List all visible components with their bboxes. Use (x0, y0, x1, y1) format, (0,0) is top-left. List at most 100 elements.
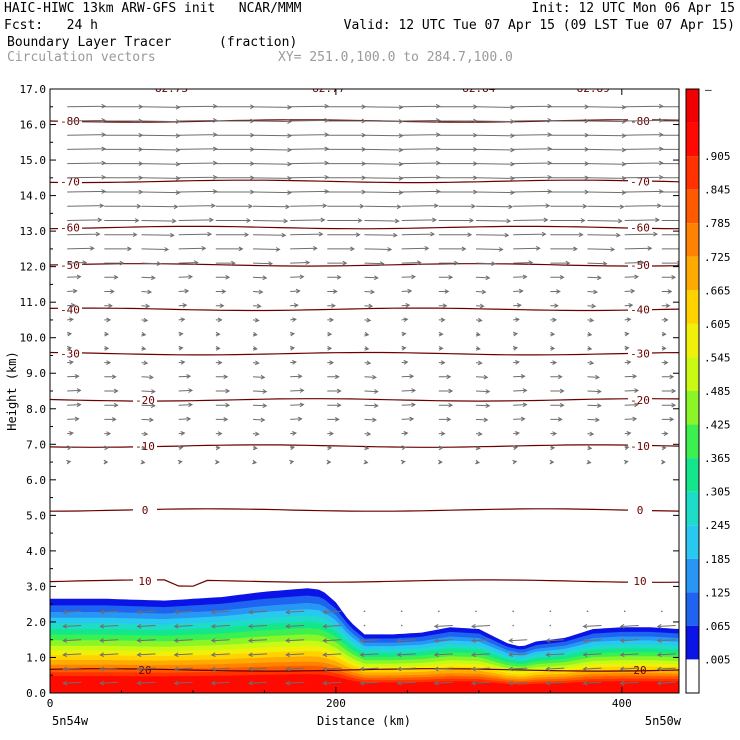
wind-vector (475, 317, 483, 323)
y-tick-label: 3.0 (26, 580, 46, 593)
wind-vector (104, 445, 110, 451)
wind-vector (550, 147, 590, 152)
wind-vector (624, 160, 664, 166)
wind-vector (438, 374, 452, 380)
wind-vector (470, 623, 491, 629)
wind-vector (549, 459, 555, 465)
wind-vector (549, 610, 552, 613)
wind-vector (624, 345, 630, 351)
wind-vector (550, 104, 590, 110)
wind-vector (252, 247, 281, 252)
wind-vector (364, 176, 404, 181)
y-tick-label: 2.0 (26, 616, 46, 629)
colorbar-label: .485 (704, 385, 731, 398)
wind-vector (141, 403, 156, 409)
wind-vector (141, 204, 179, 210)
wind-vector (67, 374, 80, 379)
wind-vector (550, 218, 586, 223)
wind-vector (438, 274, 454, 280)
x-axis-label: Distance (km) (317, 714, 411, 728)
wind-vector (290, 203, 328, 209)
wind-vector (475, 610, 477, 613)
wind-vector (99, 638, 119, 643)
wind-vector (475, 104, 516, 110)
field-units: (fraction) (219, 35, 298, 50)
wind-vector (67, 146, 107, 152)
wind-vector (401, 260, 422, 265)
wind-vector (513, 118, 553, 123)
wind-vector (290, 189, 330, 194)
wind-vector (587, 360, 595, 366)
wind-vector (624, 231, 659, 237)
wind-vector (475, 331, 481, 337)
wind-vector (364, 204, 402, 210)
wind-vector (400, 624, 403, 627)
colorbar-swatch (686, 659, 699, 693)
colorbar-swatch (686, 525, 699, 559)
wind-vector (215, 161, 255, 166)
wind-vector (290, 160, 330, 166)
colorbar-label: .005 (704, 653, 731, 666)
wind-vector (656, 680, 676, 686)
wind-vector (177, 459, 183, 465)
wind-vector (67, 445, 73, 451)
wind-vector (587, 275, 602, 281)
isotherm-label--10-0: -10 (135, 440, 155, 453)
wind-vector (141, 190, 181, 195)
wind-vector (661, 417, 675, 422)
wind-vector (545, 680, 565, 686)
colorbar-label: .785 (704, 217, 731, 230)
wind-vector (513, 345, 519, 351)
wind-vector (104, 132, 144, 138)
wind-vector (364, 218, 400, 224)
wind-vector (327, 274, 342, 280)
wind-vector (587, 389, 602, 394)
wind-vector (512, 459, 518, 465)
wind-vector (550, 303, 559, 309)
wind-vector (661, 402, 677, 408)
wind-vector (475, 403, 491, 409)
wind-vector (438, 218, 475, 223)
wind-vector (252, 431, 260, 437)
wind-vector (401, 288, 413, 294)
wind-vector (210, 652, 230, 658)
wind-vector (104, 303, 113, 309)
wind-vector (513, 174, 553, 180)
wind-vector (624, 217, 660, 223)
isotherm--40 (50, 307, 679, 312)
wind-vector (210, 666, 230, 672)
wind-vector (285, 652, 305, 658)
colorbar-label: .845 (704, 184, 731, 197)
wind-vector (141, 119, 181, 124)
wind-vector (104, 260, 125, 266)
wind-vector (364, 261, 385, 266)
wind-vector (215, 459, 220, 465)
wind-vector (438, 289, 450, 294)
wind-vector (364, 346, 370, 351)
wind-vector (364, 275, 379, 281)
wind-vector (623, 610, 626, 613)
isotherm--50 (50, 263, 679, 267)
wind-vector (624, 374, 638, 379)
wind-vector (141, 289, 153, 295)
y-tick-label: 15.0 (20, 154, 47, 167)
y-tick-label: 9.0 (26, 367, 46, 380)
wind-vector (215, 317, 223, 323)
wind-vector (475, 119, 516, 124)
wind-vector (582, 652, 602, 658)
wind-vector (433, 680, 453, 686)
wind-vector (513, 288, 524, 294)
wind-vector (475, 261, 497, 266)
wind-vector (327, 218, 363, 223)
wind-vector (475, 232, 510, 238)
wind-vector (327, 246, 355, 252)
wind-vector (178, 160, 218, 166)
wind-vector (438, 331, 444, 337)
isotherm--30 (50, 351, 679, 356)
colorbar-label: .905 (704, 150, 731, 163)
wind-vector (401, 217, 437, 223)
wind-vector (178, 288, 190, 294)
wind-vector (550, 132, 590, 138)
colorbar-swatch (686, 491, 699, 526)
wind-vector (401, 189, 441, 194)
